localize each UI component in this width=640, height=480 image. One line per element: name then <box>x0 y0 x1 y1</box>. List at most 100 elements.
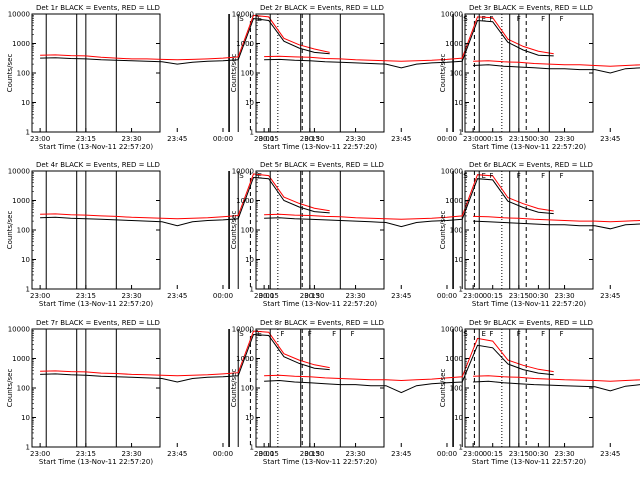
x-tick-label: 00:30 <box>528 450 548 458</box>
x-tick-label: 00:15 <box>259 292 279 300</box>
y-axis-label: Counts/sec <box>230 369 238 408</box>
series-line-events <box>264 344 554 394</box>
x-tick-label: 23:00 <box>463 292 483 300</box>
flag-annotation: F <box>350 330 354 338</box>
x-axis-label: Start Time (13-Nov-11 22:57:20) <box>472 300 586 308</box>
flag-annotation: F <box>541 330 545 338</box>
y-tick-label: 10 <box>245 256 254 264</box>
chart-panel-5: Det 5r BLACK = Events, RED = LLD11010010… <box>230 161 554 308</box>
flag-annotation: F <box>559 172 563 180</box>
y-tick-label: 10 <box>245 414 254 422</box>
series-line-events <box>264 178 554 228</box>
x-tick-label: 23:30 <box>121 450 141 458</box>
series-line-lld <box>40 330 330 377</box>
y-tick-label: 1000 <box>445 355 463 363</box>
y-tick-label: 1000 <box>12 197 30 205</box>
x-tick-label: 23:00 <box>254 135 274 143</box>
x-axis-label: Start Time (13-Nov-11 22:57:20) <box>472 143 586 151</box>
x-tick-label: 23:15 <box>300 450 320 458</box>
x-tick-label: 23:15 <box>76 450 96 458</box>
chart-panel-2: Det 2r BLACK = Events, RED = LLD11010010… <box>230 4 554 151</box>
x-tick-label: 23:45 <box>167 450 187 458</box>
x-tick-label: 23:15 <box>300 135 320 143</box>
series-line-events <box>473 220 640 230</box>
y-axis-label: Counts/sec <box>439 369 447 408</box>
chart-title: Det 7r BLACK = Events, RED = LLD <box>36 319 160 327</box>
y-tick-label: 1000 <box>445 40 463 48</box>
chart-panel-9: Det 9r BLACK = Events, RED = LLD 1 10 100 10… <box>439 319 640 466</box>
x-tick-label: 00:30 <box>528 135 548 143</box>
flag-annotation: F <box>308 330 312 338</box>
x-axis-label: Start Time (13-Nov-11 22:57:20) <box>263 143 377 151</box>
series-line-events <box>40 333 330 383</box>
series-line-lld <box>40 173 330 220</box>
chart-panel-3: Det 3r BLACK = Events, RED = LLD 1 10 100 10… <box>439 4 640 151</box>
chart-title: Det 9r BLACK = Events, RED = LLD <box>469 319 593 327</box>
chart-panel-4: Det 4r BLACK = Events, RED = LLD11010010… <box>6 161 330 308</box>
x-tick-label: 23:45 <box>167 292 187 300</box>
x-tick-label: 00:15 <box>483 292 503 300</box>
plot-frame <box>464 13 594 133</box>
x-tick-label: 23:00 <box>30 450 50 458</box>
y-tick-label: 10000 <box>8 11 30 19</box>
y-tick-label: 100 <box>241 385 254 393</box>
x-tick-label: 00:30 <box>304 135 324 143</box>
y-tick-label: 10000 <box>232 168 254 176</box>
x-tick-label: 00:00 <box>213 450 233 458</box>
x-tick-label: 23:30 <box>121 135 141 143</box>
plot-frame <box>464 170 594 290</box>
y-tick-label: 1000 <box>236 40 254 48</box>
x-tick-label: 23:45 <box>391 135 411 143</box>
x-tick-label: 23:30 <box>345 450 365 458</box>
y-tick-label: 10 <box>21 256 30 264</box>
flag-annotation: F <box>489 330 493 338</box>
x-tick-label: 00:15 <box>259 135 279 143</box>
x-axis-label: Start Time (13-Nov-11 22:57:20) <box>39 458 153 466</box>
x-tick-label: 00:30 <box>304 450 324 458</box>
series-line-events <box>473 380 640 392</box>
y-tick-label: 1 <box>459 129 463 137</box>
chart-title: Det 1r BLACK = Events, RED = LLD <box>36 4 160 12</box>
y-axis-label: Counts/sec <box>6 54 14 93</box>
chart-title: Det 8r BLACK = Events, RED = LLD <box>260 319 384 327</box>
y-tick-label: 1 <box>26 286 30 294</box>
y-axis-label: Counts/sec <box>230 54 238 93</box>
y-tick-label: 1 <box>26 444 30 452</box>
y-tick-label: 1000 <box>445 197 463 205</box>
x-tick-label: 00:00 <box>437 292 457 300</box>
y-axis-label: Counts/sec <box>6 369 14 408</box>
flag-annotation: E <box>258 172 262 180</box>
flag-annotation: F <box>332 330 336 338</box>
flag-annotation: F <box>489 15 493 23</box>
y-tick-label: 1000 <box>12 355 30 363</box>
y-tick-label: 10 <box>454 99 463 107</box>
x-tick-label: 23:00 <box>30 292 50 300</box>
x-tick-label: 23:15 <box>76 135 96 143</box>
x-tick-label: 23:45 <box>391 292 411 300</box>
x-tick-label: 23:30 <box>554 135 574 143</box>
x-tick-label: 23:45 <box>391 450 411 458</box>
plot-frame <box>31 328 161 448</box>
x-tick-label: 23:15 <box>509 135 529 143</box>
y-tick-label: 10000 <box>441 168 463 176</box>
plot-frame <box>31 170 161 290</box>
y-tick-label: 10000 <box>8 326 30 334</box>
y-tick-label: 1 <box>459 444 463 452</box>
y-tick-label: 100 <box>241 70 254 78</box>
x-tick-label: 00:30 <box>304 292 324 300</box>
series-line-lld <box>264 16 554 62</box>
chart-panel-6: Det 6r BLACK = Events, RED = LLD 1 10 100 10… <box>439 161 640 308</box>
chart-title: Det 4r BLACK = Events, RED = LLD <box>36 161 160 169</box>
y-tick-label: 100 <box>450 227 463 235</box>
x-tick-label: 23:00 <box>463 450 483 458</box>
flag-annotation: F <box>517 15 521 23</box>
flag-annotation: F <box>517 172 521 180</box>
x-tick-label: 23:30 <box>554 450 574 458</box>
chart-panel-1: Det 1r BLACK = Events, RED = LLD11010010… <box>6 4 330 151</box>
x-axis-label: Start Time (13-Nov-11 22:57:20) <box>39 143 153 151</box>
y-tick-label: 10 <box>454 256 463 264</box>
flag-annotation: S <box>239 172 244 180</box>
x-tick-label: 23:00 <box>254 292 274 300</box>
y-tick-label: 100 <box>450 70 463 78</box>
